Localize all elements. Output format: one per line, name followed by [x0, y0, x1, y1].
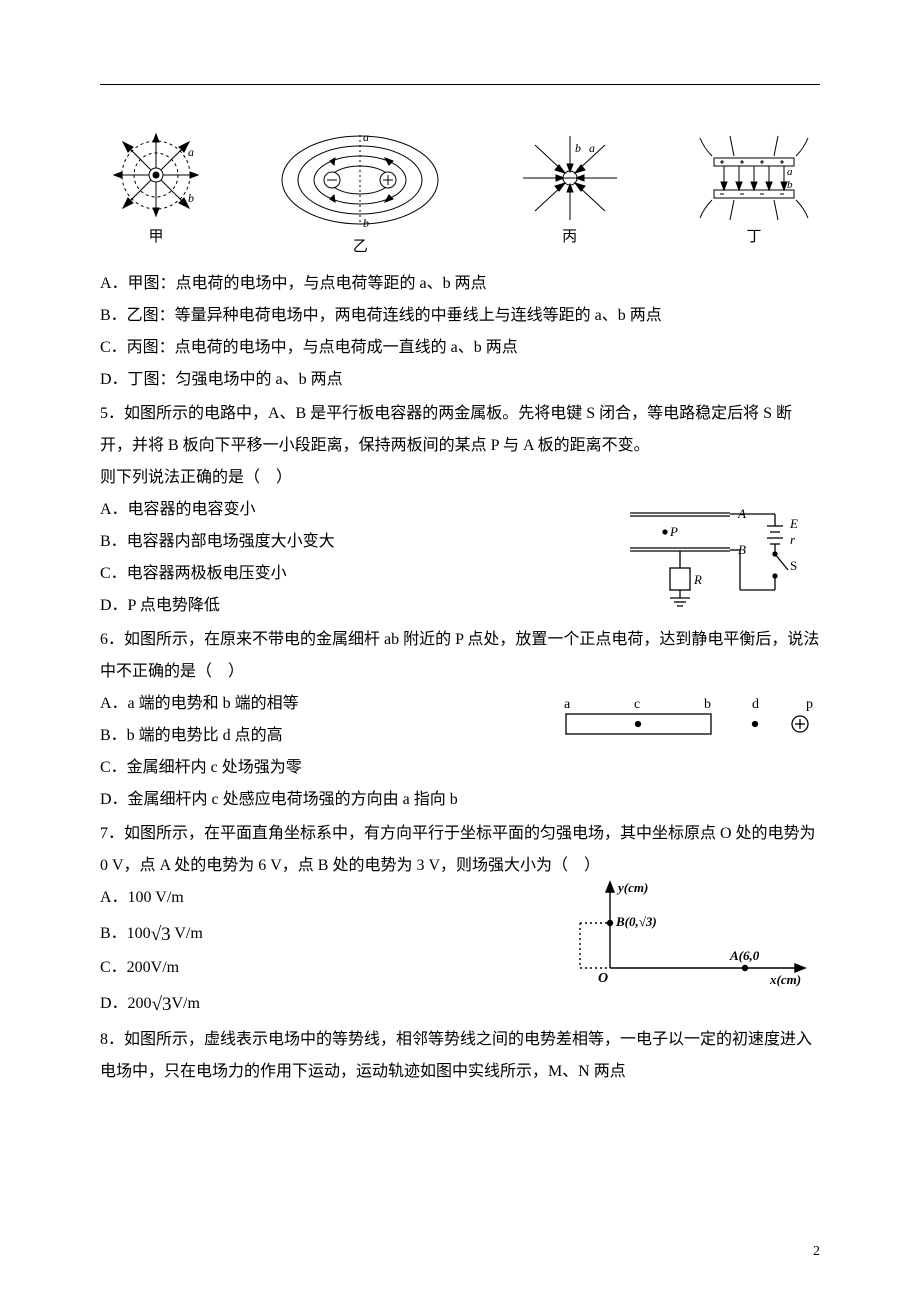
svg-text:b: b [188, 191, 194, 205]
svg-text:a: a [787, 166, 793, 178]
fig-ding-label: 丁 [694, 222, 814, 252]
q5-stem-1: 5．如图所示的电路中，A、B 是平行板电容器的两金属板。先将电键 S 闭合，等电… [100, 398, 820, 462]
lbl-S: S [790, 558, 797, 573]
svg-text:c: c [634, 697, 640, 712]
q7-b-prefix: B．100 [100, 925, 151, 942]
fig-bing-label: 丙 [515, 222, 625, 252]
q7-d-suffix: V/m [172, 995, 200, 1012]
q7-axes: y(cm) B(0,√3) A(6,0 O x(cm) [570, 878, 820, 988]
svg-text:a: a [589, 141, 595, 155]
fig-bing: a b 丙 [515, 130, 625, 252]
lbl-P: P [669, 524, 678, 539]
svg-text:a: a [363, 130, 369, 144]
svg-text:B(0,√3): B(0,√3) [615, 914, 657, 929]
fig-jia-svg: a b [106, 130, 206, 220]
q4-opt-c: C．丙图：点电荷的电场中，与点电荷成一直线的 a、b 两点 [100, 332, 820, 364]
q7-opt-d: D．200√3V/m [100, 984, 820, 1022]
q4-opt-d: D．丁图：匀强电场中的 a、b 两点 [100, 364, 820, 396]
lbl-B: B [738, 542, 746, 557]
svg-text:a: a [564, 697, 571, 712]
q5-circuit-svg: A P B E r S R [620, 498, 820, 608]
fig-bing-svg: a b [515, 130, 625, 220]
lbl-R: R [693, 572, 702, 587]
page-number: 2 [813, 1238, 820, 1266]
svg-text:p: p [806, 697, 813, 712]
q6-rod: a c b d p [560, 692, 820, 742]
svg-text:a: a [188, 145, 194, 159]
q8-stem: 8．如图所示，虚线表示电场中的等势线，相邻等势线之间的电势差相等，一电子以一定的… [100, 1024, 820, 1088]
figure-row: a b 甲 [100, 130, 820, 262]
svg-text:b: b [363, 216, 369, 230]
fig-jia-label: 甲 [106, 222, 206, 252]
svg-text:A(6,0: A(6,0 [729, 948, 760, 963]
svg-text:O: O [598, 971, 608, 986]
svg-text:x(cm): x(cm) [769, 972, 801, 987]
svg-text:b: b [704, 697, 711, 712]
q6-opt-d: D．金属细杆内 c 处感应电荷场强的方向由 a 指向 b [100, 784, 820, 816]
lbl-A: A [737, 506, 746, 521]
svg-text:b: b [575, 141, 581, 155]
fig-yi: a b 乙 [275, 130, 445, 262]
svg-text:b: b [787, 179, 793, 191]
q5-stem-2: 则下列说法正确的是（ ） [100, 462, 820, 494]
q6-rod-svg: a c b d p [560, 692, 820, 742]
sqrt3-icon: √3 [151, 924, 171, 945]
svg-text:y(cm): y(cm) [616, 880, 648, 895]
q6-opt-c: C．金属细杆内 c 处场强为零 [100, 752, 820, 784]
fig-yi-label: 乙 [275, 232, 445, 262]
fig-jia: a b 甲 [106, 130, 206, 252]
fig-ding-svg: a b [694, 130, 814, 220]
q7-axes-svg: y(cm) B(0,√3) A(6,0 O x(cm) [570, 878, 820, 988]
sqrt3-icon-2: √3 [152, 994, 172, 1015]
fig-yi-svg: a b [275, 130, 445, 230]
fig-ding: a b 丁 [694, 130, 814, 252]
page-content: a b 甲 [100, 130, 820, 1088]
q5-circuit: A P B E r S R [620, 498, 820, 608]
q7-b-suffix: V/m [171, 925, 203, 942]
lbl-E: E [789, 516, 798, 531]
q6-stem: 6．如图所示，在原来不带电的金属细杆 ab 附近的 P 点处，放置一个正点电荷，… [100, 624, 820, 688]
q4-opt-a: A．甲图：点电荷的电场中，与点电荷等距的 a、b 两点 [100, 268, 820, 300]
q7-stem: 7．如图所示，在平面直角坐标系中，有方向平行于坐标平面的匀强电场，其中坐标原点 … [100, 818, 820, 882]
q4-opt-b: B．乙图：等量异种电荷电场中，两电荷连线的中垂线上与连线等距的 a、b 两点 [100, 300, 820, 332]
svg-text:d: d [752, 697, 759, 712]
lbl-r: r [790, 532, 796, 547]
q7-d-prefix: D．200 [100, 995, 152, 1012]
top-rule [100, 84, 820, 85]
